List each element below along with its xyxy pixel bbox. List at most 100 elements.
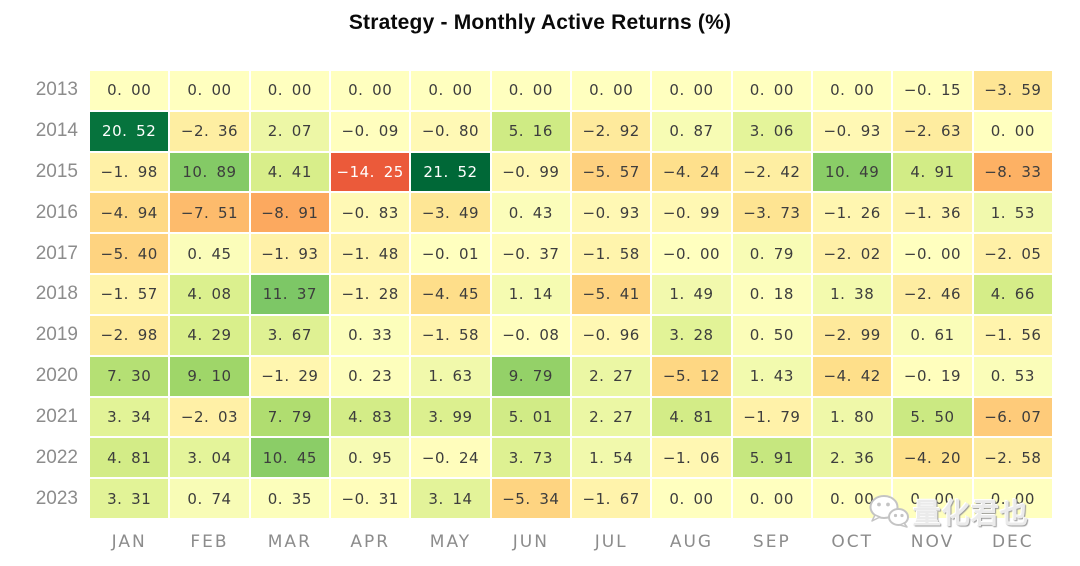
heatmap-cell-2016-OCT: −1. 26: [813, 193, 892, 233]
heatmap-cell-2017-JUN: −0. 37: [491, 234, 570, 274]
heatmap-cell-2015-MAY: 21. 52: [411, 152, 490, 192]
heatmap-cell-2016-JUL: −0. 93: [572, 193, 651, 233]
heatmap-cell-2018-AUG: 1. 49: [652, 275, 731, 314]
month-label-may: MAY: [429, 532, 472, 552]
month-label-jan: JAN: [111, 532, 147, 552]
year-label-2016: 2016: [35, 201, 78, 223]
heatmap-cell-2020-MAR: −1. 29: [250, 356, 329, 396]
heatmap-cell-2020-JAN: 7. 30: [90, 356, 169, 396]
heatmap-cell-2016-JUN: 0. 43: [491, 193, 570, 233]
heatmap-cell-2018-MAR: 11. 37: [250, 275, 329, 314]
heatmap-cell-2023-JAN: 3. 31: [90, 479, 169, 518]
heatmap-cell-2018-FEB: 4. 08: [170, 275, 249, 314]
heatmap-cell-2022-MAR: 10. 45: [250, 438, 329, 478]
heatmap-cell-2020-OCT: −4. 42: [813, 356, 892, 396]
heatmap-cell-2019-MAR: 3. 67: [250, 315, 329, 355]
heatmap-cell-2016-DEC: 1. 53: [973, 193, 1052, 233]
heatmap-cell-2022-JUL: 1. 54: [572, 438, 651, 478]
heatmap-cell-2013-MAR: 0. 00: [250, 71, 329, 110]
heatmap-cell-2014-APR: −0. 09: [331, 111, 410, 151]
month-label-oct: OCT: [831, 532, 873, 552]
heatmap-cell-2022-MAY: −0. 24: [411, 438, 490, 478]
heatmap-cell-2023-OCT: 0. 00: [813, 479, 892, 518]
heatmap-cell-2018-OCT: 1. 38: [813, 275, 892, 314]
heatmap-cell-2014-OCT: −0. 93: [813, 111, 892, 151]
heatmap-cell-2014-DEC: 0. 00: [973, 111, 1052, 151]
heatmap-cell-2016-APR: −0. 83: [331, 193, 410, 233]
x-axis-months: JAN FEB MAR APR MAY JUN JUL AUG SEP OCT NOV DEC: [90, 527, 1052, 557]
heatmap-cell-2015-JUL: −5. 57: [572, 152, 651, 192]
heatmap-cell-2017-MAR: −1. 93: [250, 234, 329, 274]
heatmap-cell-2020-NOV: −0. 19: [893, 356, 972, 396]
heatmap-cell-2021-MAY: 3. 99: [411, 397, 490, 437]
heatmap-cell-2019-AUG: 3. 28: [652, 315, 731, 355]
heatmap-cell-2018-NOV: −2. 46: [893, 275, 972, 314]
heatmap-cell-2019-MAY: −1. 58: [411, 315, 490, 355]
year-label-2013: 2013: [35, 79, 78, 101]
heatmap-cell-2015-SEP: −2. 42: [732, 152, 811, 192]
heatmap-cell-2014-JAN: 20. 52: [90, 111, 169, 151]
heatmap-cell-2019-NOV: 0. 61: [893, 315, 972, 355]
heatmap-cell-2019-DEC: −1. 56: [973, 315, 1052, 355]
heatmap-cell-2018-JUN: 1. 14: [491, 275, 570, 314]
heatmap-cell-2013-NOV: −0. 15: [893, 71, 972, 110]
heatmap-cell-2019-JUL: −0. 96: [572, 315, 651, 355]
heatmap-cell-2023-FEB: 0. 74: [170, 479, 249, 518]
heatmap-cell-2015-OCT: 10. 49: [813, 152, 892, 192]
heatmap-cell-2019-SEP: 0. 50: [732, 315, 811, 355]
heatmap-cell-2013-FEB: 0. 00: [170, 71, 249, 110]
heatmap-cell-2022-JAN: 4. 81: [90, 438, 169, 478]
heatmap-cell-2020-APR: 0. 23: [331, 356, 410, 396]
heatmap-cell-2013-JAN: 0. 00: [90, 71, 169, 110]
heatmap-cell-2021-JUL: 2. 27: [572, 397, 651, 437]
year-label-2021: 2021: [35, 405, 78, 427]
heatmap-cell-2015-FEB: 10. 89: [170, 152, 249, 192]
heatmap-cell-2017-FEB: 0. 45: [170, 234, 249, 274]
month-label-mar: MAR: [267, 532, 312, 552]
heatmap-cell-2018-JAN: −1. 57: [90, 275, 169, 314]
heatmap-cell-2020-JUN: 9. 79: [491, 356, 570, 396]
heatmap-cell-2013-DEC: −3. 59: [973, 71, 1052, 110]
month-label-apr: APR: [350, 532, 391, 552]
heatmap: 0. 00 0. 00 0. 00 0. 00 0. 00 0. 00 0. 00 0. 00…: [90, 71, 1052, 518]
heatmap-cell-2017-SEP: 0. 79: [732, 234, 811, 274]
heatmap-cell-2018-MAY: −4. 45: [411, 275, 490, 314]
heatmap-cell-2017-JUL: −1. 58: [572, 234, 651, 274]
heatmap-cell-2020-JUL: 2. 27: [572, 356, 651, 396]
heatmap-cell-2023-JUN: −5. 34: [491, 479, 570, 518]
heatmap-cell-2016-MAR: −8. 91: [250, 193, 329, 233]
heatmap-cell-2013-AUG: 0. 00: [652, 71, 731, 110]
heatmap-cell-2018-JUL: −5. 41: [572, 275, 651, 314]
heatmap-cell-2019-APR: 0. 33: [331, 315, 410, 355]
heatmap-cell-2019-OCT: −2. 99: [813, 315, 892, 355]
heatmap-cell-2017-NOV: −0. 00: [893, 234, 972, 274]
heatmap-cell-2020-AUG: −5. 12: [652, 356, 731, 396]
heatmap-cell-2014-SEP: 3. 06: [732, 111, 811, 151]
heatmap-cell-2019-JUN: −0. 08: [491, 315, 570, 355]
heatmap-cell-2022-APR: 0. 95: [331, 438, 410, 478]
year-label-2017: 2017: [35, 242, 78, 264]
heatmap-cell-2013-JUL: 0. 00: [572, 71, 651, 110]
heatmap-cell-2023-NOV: 0. 00: [893, 479, 972, 518]
year-label-2015: 2015: [35, 161, 78, 183]
month-label-feb: FEB: [190, 532, 229, 552]
heatmap-cell-2017-JAN: −5. 40: [90, 234, 169, 274]
heatmap-cell-2021-MAR: 7. 79: [250, 397, 329, 437]
heatmap-cell-2021-DEC: −6. 07: [973, 397, 1052, 437]
heatmap-cell-2013-OCT: 0. 00: [813, 71, 892, 110]
heatmap-cell-2014-FEB: −2. 36: [170, 111, 249, 151]
heatmap-cell-2016-FEB: −7. 51: [170, 193, 249, 233]
heatmap-cell-2014-AUG: 0. 87: [652, 111, 731, 151]
heatmap-cell-2017-AUG: −0. 00: [652, 234, 731, 274]
heatmap-cell-2022-JUN: 3. 73: [491, 438, 570, 478]
month-label-dec: DEC: [991, 532, 1034, 552]
month-label-aug: AUG: [669, 532, 714, 552]
heatmap-cell-2013-JUN: 0. 00: [491, 71, 570, 110]
heatmap-cell-2021-APR: 4. 83: [331, 397, 410, 437]
heatmap-cell-2023-JUL: −1. 67: [572, 479, 651, 518]
heatmap-cell-2021-OCT: 1. 80: [813, 397, 892, 437]
heatmap-cell-2018-DEC: 4. 66: [973, 275, 1052, 314]
month-label-jul: JUL: [594, 532, 628, 552]
heatmap-cell-2016-JAN: −4. 94: [90, 193, 169, 233]
heatmap-cell-2023-AUG: 0. 00: [652, 479, 731, 518]
